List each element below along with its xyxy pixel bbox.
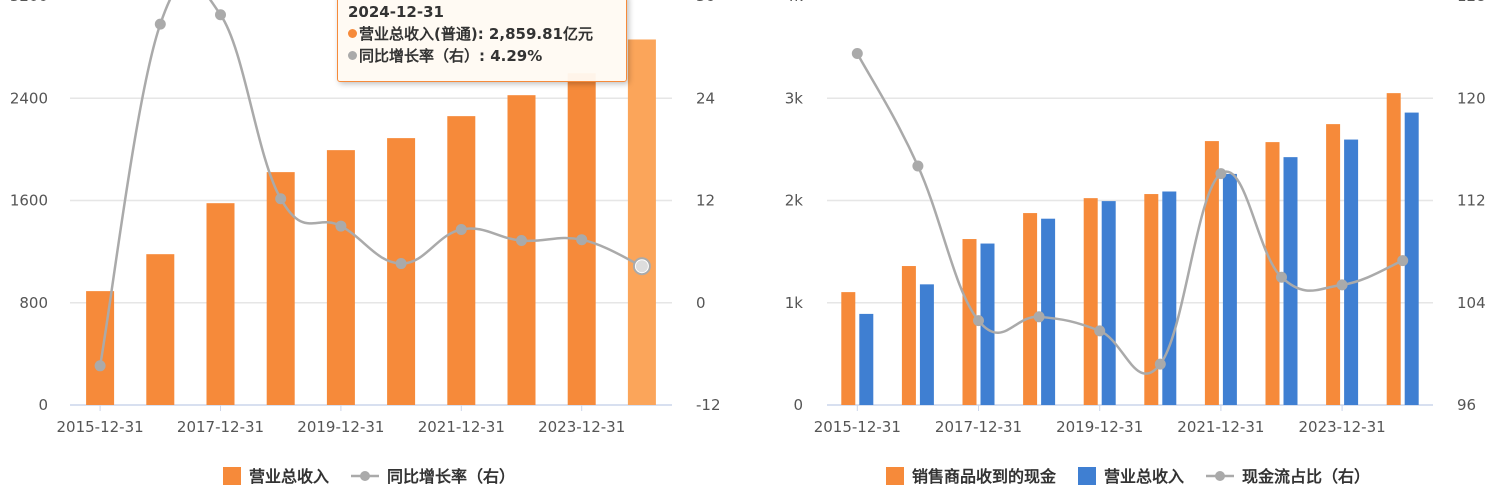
y-tick-left: 0: [793, 396, 803, 414]
bar-营业总收入: [447, 116, 476, 406]
legend-marker: [1215, 471, 1225, 481]
legend-label: 销售商品收到的现金: [912, 467, 1057, 486]
bar-销售商品收到的现金: [962, 239, 977, 405]
line-现金流占比（右）: [856, 52, 1404, 375]
line-point: [576, 234, 588, 246]
y-tick-left: 3k: [785, 89, 804, 107]
y-tick-right: 24: [696, 89, 715, 107]
y-tick-right: 112: [1457, 192, 1486, 210]
bar-营业总收入: [1404, 112, 1419, 406]
y-tick-left: 800: [19, 294, 48, 312]
x-tick-label: 2023-12-31: [538, 418, 625, 436]
y-tick-right: 36: [696, 0, 715, 5]
bar-销售商品收到的现金: [1204, 141, 1219, 405]
bar-营业总收入: [1344, 139, 1359, 405]
line-point: [395, 258, 407, 270]
tooltip-line1: 营业总收入(普通): 2,859.81亿元: [359, 25, 593, 43]
line-point: [215, 9, 226, 21]
bar-营业总收入: [387, 138, 416, 405]
bar-销售商品收到的现金: [1326, 124, 1341, 405]
bar-营业总收入: [627, 39, 656, 406]
y-tick-right: 0: [696, 294, 706, 312]
line-point: [912, 160, 924, 172]
bar-销售商品收到的现金: [1083, 198, 1098, 405]
y-tick-right: -12: [696, 396, 721, 414]
legend-label: 现金流占比（右）: [1242, 467, 1370, 486]
y-tick-left: 4k: [785, 0, 804, 5]
bar-营业总收入: [1101, 201, 1116, 405]
y-tick-right: 120: [1457, 89, 1486, 107]
bar-营业总收入: [980, 243, 995, 405]
bar-营业总收入: [1041, 218, 1056, 405]
line-point: [1276, 271, 1287, 283]
line-point: [1336, 279, 1348, 291]
tooltip-title: 2024-12-31: [348, 3, 444, 21]
bar-营业总收入: [326, 150, 355, 405]
y-tick-left: 2400: [10, 89, 48, 107]
y-tick-left: 1600: [10, 192, 48, 210]
line-point: [516, 235, 527, 247]
tooltip-line-marker: [348, 51, 357, 60]
y-tick-right: 96: [1457, 396, 1476, 414]
bar-营业总收入: [507, 95, 536, 406]
x-tick-label: 2021-12-31: [418, 418, 505, 436]
bar-营业总收入: [146, 254, 175, 405]
y-tick-left: 2k: [785, 192, 804, 210]
y-tick-right: 104: [1457, 294, 1486, 312]
x-tick-label: 2017-12-31: [935, 418, 1022, 436]
x-tick-label: 2017-12-31: [177, 418, 264, 436]
line-point: [1397, 255, 1409, 267]
y-tick-left: 0: [38, 396, 48, 414]
bar-销售商品收到的现金: [1386, 93, 1401, 405]
bar-销售商品收到的现金: [841, 292, 856, 405]
x-tick-label: 2015-12-31: [57, 418, 144, 436]
tooltip: 2024-12-31 营业总收入(普通): 2,859.81亿元 同比增长率（右…: [337, 0, 627, 82]
y-tick-left: 3200: [10, 0, 48, 5]
legend-swatch: [1078, 467, 1096, 485]
x-tick-label: 2021-12-31: [1177, 418, 1264, 436]
line-point: [1154, 358, 1166, 370]
bar-销售商品收到的现金: [1023, 213, 1038, 405]
legend-label: 营业总收入: [249, 467, 329, 486]
y-tick-left: 1k: [785, 294, 804, 312]
line-point: [635, 260, 648, 273]
x-tick-label: 2019-12-31: [297, 418, 384, 436]
bar-营业总收入: [859, 313, 874, 405]
legend-label: 同比增长率（右）: [387, 467, 515, 486]
y-tick-right: 12: [696, 192, 715, 210]
bar-营业总收入: [919, 284, 934, 405]
bar-营业总收入: [1162, 191, 1177, 405]
line-point: [94, 360, 106, 372]
bar-营业总收入: [266, 172, 295, 405]
y-tick-right: 128: [1457, 0, 1486, 5]
bar-销售商品收到的现金: [1144, 194, 1159, 405]
line-point: [1215, 168, 1227, 180]
tooltip-line2: 同比增长率（右）: 4.29%: [359, 47, 543, 65]
line-point: [154, 18, 166, 30]
line-point: [1033, 311, 1045, 323]
bar-营业总收入: [1222, 173, 1237, 405]
line-point: [973, 315, 984, 327]
line-point: [275, 193, 287, 205]
bar-销售商品收到的现金: [1265, 142, 1280, 406]
tooltip-bar-marker: [348, 29, 357, 38]
legend-swatch: [886, 467, 904, 485]
bar-销售商品收到的现金: [901, 266, 916, 405]
line-point: [851, 48, 863, 60]
x-tick-label: 2023-12-31: [1299, 418, 1386, 436]
bar-营业总收入: [1283, 157, 1298, 405]
line-point: [455, 223, 467, 235]
legend-label: 营业总收入: [1104, 467, 1184, 486]
x-tick-label: 2015-12-31: [814, 418, 901, 436]
legend-marker: [360, 471, 370, 481]
line-point: [335, 220, 347, 232]
x-tick-label: 2019-12-31: [1056, 418, 1143, 436]
line-point: [1094, 325, 1106, 337]
bar-营业总收入: [206, 203, 235, 405]
legend-swatch: [223, 467, 241, 485]
